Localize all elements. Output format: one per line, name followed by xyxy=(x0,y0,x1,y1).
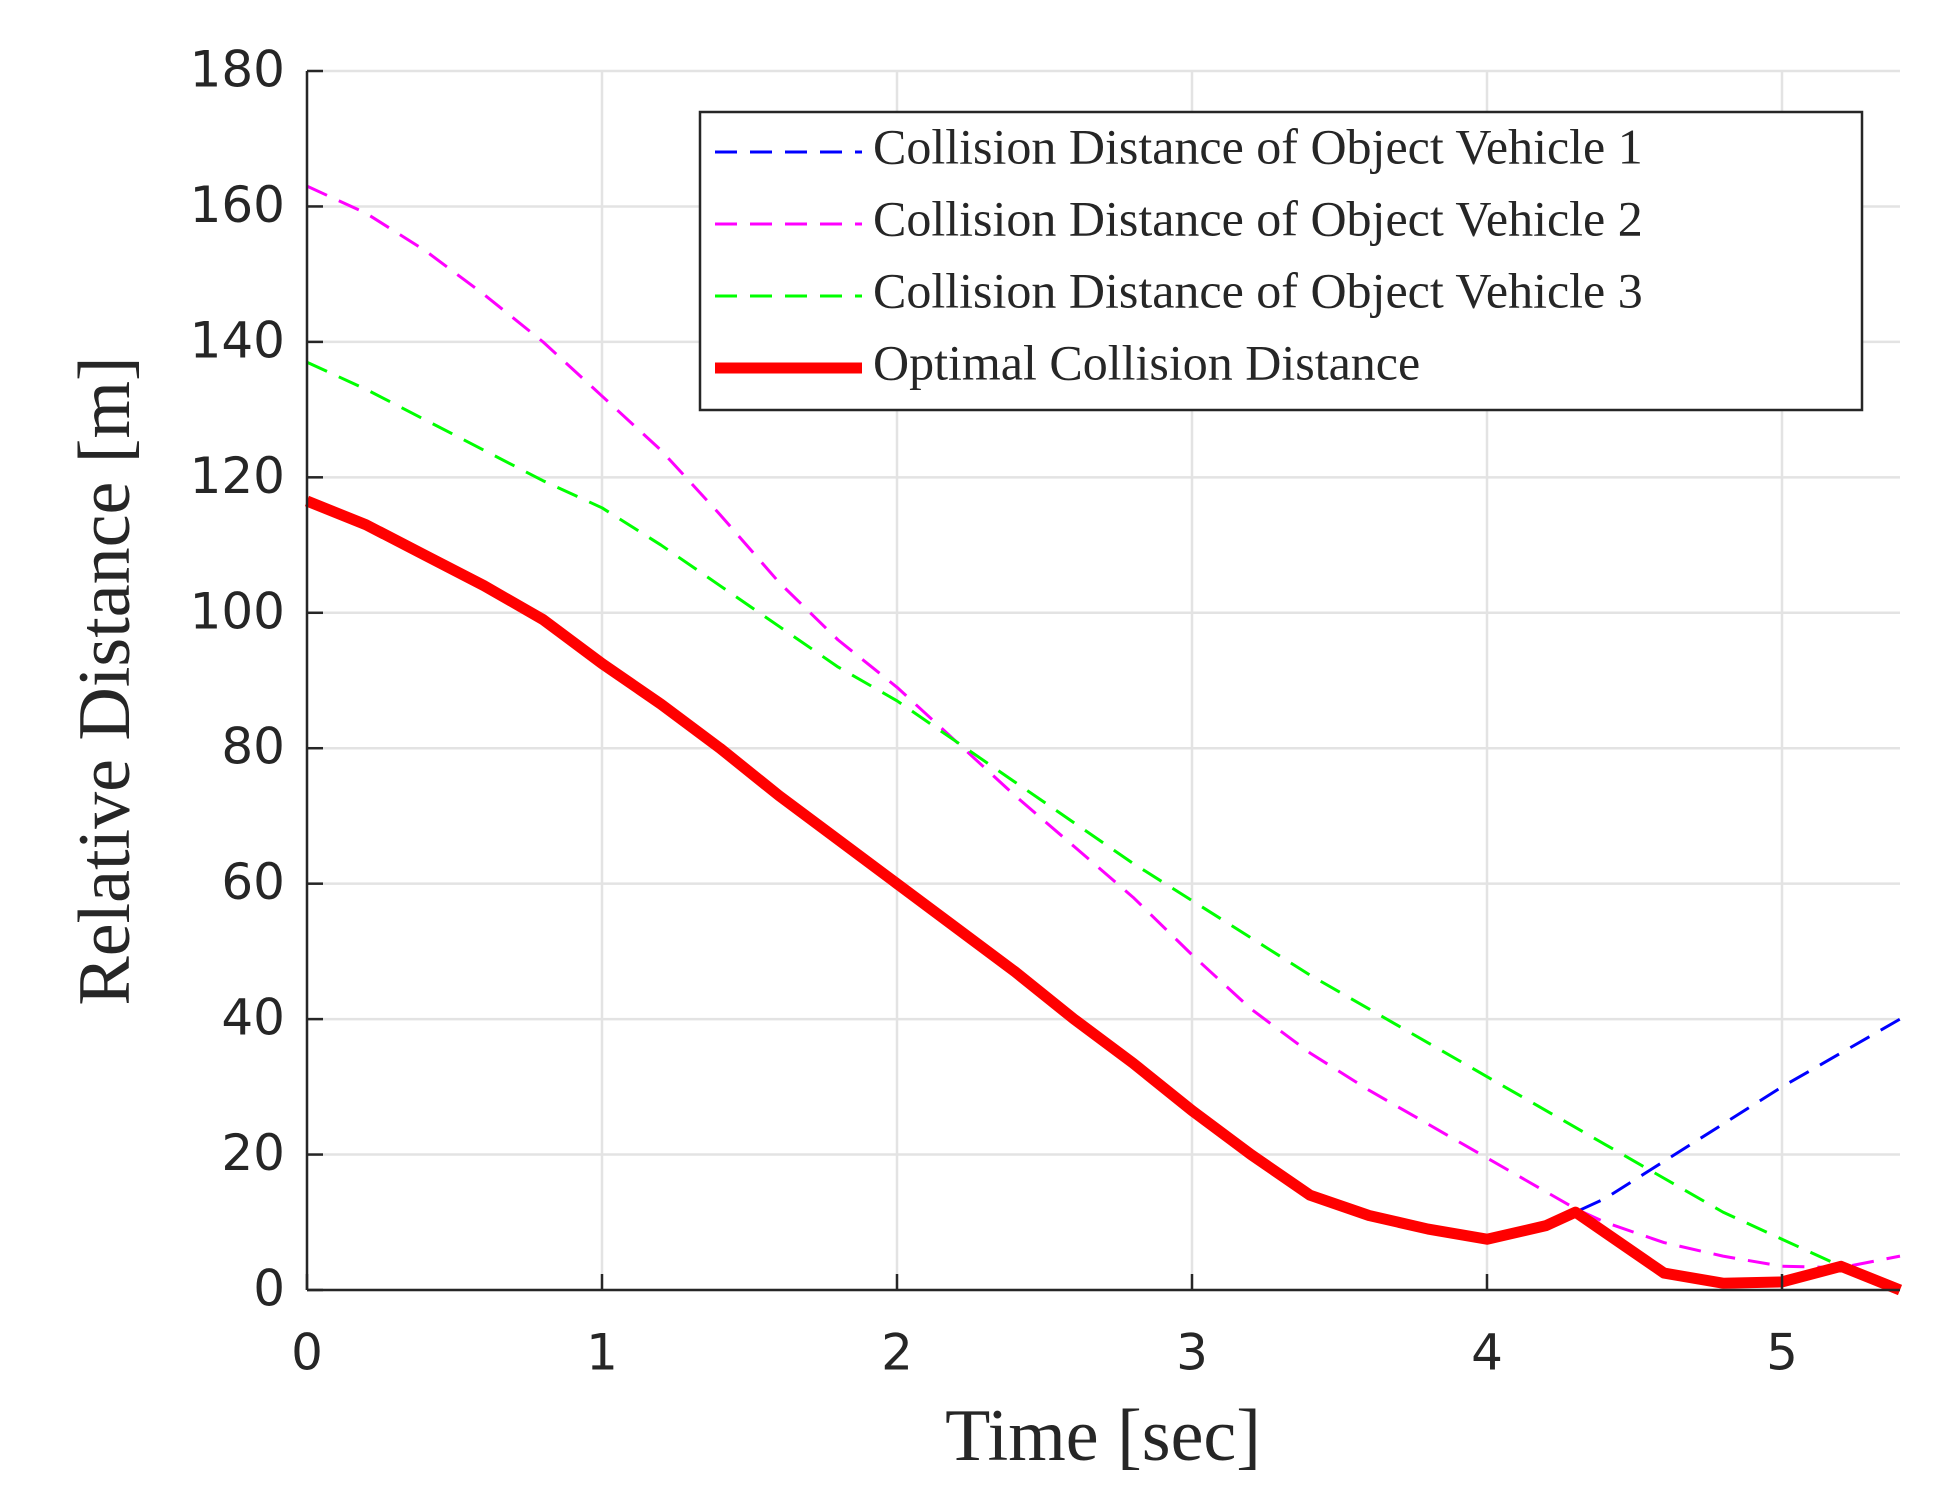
x-tick-label: 1 xyxy=(586,1324,618,1382)
series-line xyxy=(306,360,1901,1289)
y-tick-label: 20 xyxy=(221,1124,285,1182)
y-tick-label: 80 xyxy=(221,718,285,776)
series-line xyxy=(304,495,1903,1296)
legend-label: Collision Distance of Object Vehicle 2 xyxy=(873,190,1643,246)
x-tick-label: 2 xyxy=(881,1324,913,1382)
legend-label: Collision Distance of Object Vehicle 3 xyxy=(873,262,1643,318)
legend-label: Optimal Collision Distance xyxy=(873,334,1420,390)
y-axis-label: Relative Distance [m] xyxy=(64,356,146,1005)
series-line xyxy=(306,499,1901,1241)
legend-label: Collision Distance of Object Vehicle 1 xyxy=(873,118,1643,174)
y-tick-label: 140 xyxy=(190,311,285,369)
y-tick-label: 0 xyxy=(253,1260,285,1318)
x-axis-label: Time [sec] xyxy=(945,1395,1261,1477)
x-tick-label: 4 xyxy=(1471,1324,1503,1382)
legend: Collision Distance of Object Vehicle 1 Co… xyxy=(698,110,1864,412)
y-tick-label: 160 xyxy=(190,176,285,234)
y-tick-label: 60 xyxy=(221,853,285,911)
x-tick-label: 0 xyxy=(291,1324,323,1382)
x-tick-label: 5 xyxy=(1766,1324,1798,1382)
x-tick-label: 3 xyxy=(1176,1324,1208,1382)
y-tick-label: 40 xyxy=(221,989,285,1047)
series-line xyxy=(306,184,1901,1270)
y-tick-label: 180 xyxy=(190,41,285,99)
y-tick-label: 120 xyxy=(190,447,285,505)
y-tick-label: 100 xyxy=(190,582,285,640)
legend-box xyxy=(698,110,1864,412)
plot-lines xyxy=(304,184,1903,1296)
axes: 0 20 40 60 80 100 120 140 160 180 0 1 2 3 4 5 xyxy=(190,41,1900,1382)
